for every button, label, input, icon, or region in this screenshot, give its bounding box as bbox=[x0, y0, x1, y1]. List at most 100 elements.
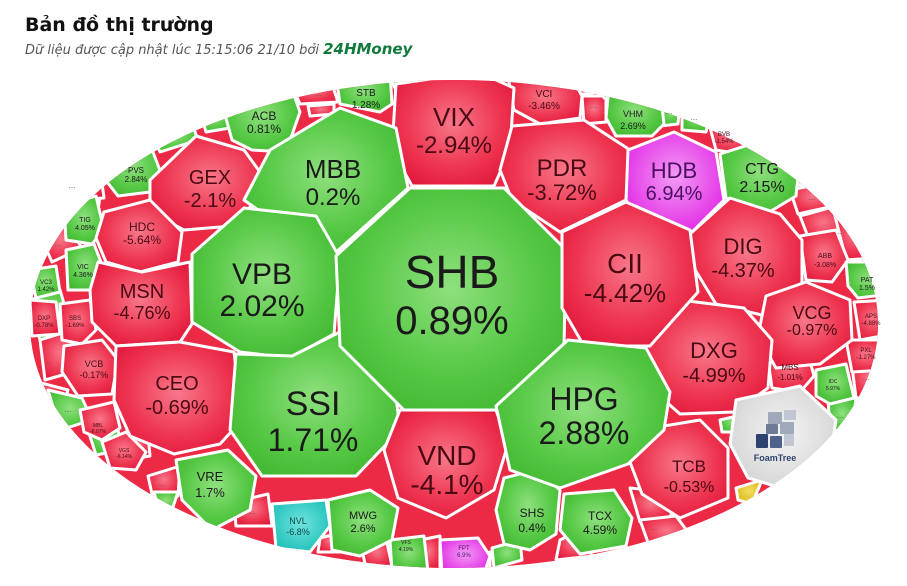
label-vfs-ticker: VFS bbox=[401, 540, 411, 546]
label-hdb-ticker: HDB bbox=[651, 158, 697, 183]
label-ctg-ticker: CTG bbox=[745, 161, 779, 178]
update-info: Dữ liệu được cập nhật lúc 15:15:06 21/10… bbox=[25, 40, 412, 58]
label-stb-ticker: STB bbox=[356, 88, 376, 99]
label-tcb-ticker: TCB bbox=[672, 457, 706, 476]
cell-mwg[interactable] bbox=[326, 488, 400, 558]
label-acb-change: 0.81% bbox=[247, 122, 281, 136]
label-tig-ticker: TIG bbox=[79, 217, 91, 224]
label-vci-ticker: VCI bbox=[536, 89, 553, 100]
collapsed-label: ... bbox=[863, 373, 870, 382]
label-dxp-ticker: DXP bbox=[38, 316, 50, 322]
collapsed-label: ... bbox=[651, 523, 658, 532]
cell-ceo[interactable] bbox=[112, 340, 244, 456]
cell-collapsed[interactable] bbox=[598, 82, 642, 102]
label-tcb-change: -0.53% bbox=[664, 479, 715, 496]
cell-hpg[interactable] bbox=[494, 338, 672, 490]
label-mbb-change: 0.2% bbox=[306, 184, 361, 211]
label-bvb-ticker: BVB bbox=[718, 132, 730, 138]
label-idc-ticker: IDC bbox=[829, 379, 838, 385]
cell-tcx[interactable] bbox=[558, 488, 634, 556]
label-ssi-ticker: SSI bbox=[286, 385, 341, 423]
label-vci-change: -3.46% bbox=[528, 101, 560, 112]
cell-collapsed[interactable] bbox=[580, 94, 608, 126]
label-hpg-ticker: HPG bbox=[549, 381, 618, 417]
cell-sbs[interactable] bbox=[58, 298, 98, 346]
label-vgs-change: -6.14% bbox=[116, 454, 132, 460]
label-vgs-ticker: VGS bbox=[119, 448, 130, 454]
label-gex-change: -2.1% bbox=[184, 190, 236, 212]
label-shs-ticker: SHS bbox=[520, 506, 545, 520]
label-vpb-ticker: VPB bbox=[232, 258, 292, 291]
label-nvl-change: -6.8% bbox=[286, 527, 310, 537]
label-hdc-ticker: HDC bbox=[129, 220, 155, 234]
label-hdb-change: 6.94% bbox=[646, 183, 703, 205]
cell-aps[interactable] bbox=[852, 298, 892, 342]
label-pvs-change: 2.84% bbox=[125, 175, 148, 184]
label-vfs-change: 4.19% bbox=[399, 547, 414, 553]
label-aps-ticker: APS bbox=[865, 314, 877, 320]
label-ssi-change: 1.71% bbox=[268, 422, 359, 458]
label-mwg-ticker: MWG bbox=[349, 510, 377, 522]
label-shs-change: 0.4% bbox=[518, 521, 546, 535]
cell-mbl[interactable] bbox=[78, 400, 122, 442]
label-vhm-change: 2.69% bbox=[620, 121, 646, 131]
label-vc3-ticker: VC3 bbox=[40, 280, 52, 286]
cell-labels: SHB 0.89% VIX -2.94% MBB 0.2% VPB 2.02% … bbox=[34, 88, 881, 559]
collapsed-labels: ... ... ... ... ... ... ... ... ... ... … bbox=[45, 89, 870, 532]
label-pdr-ticker: PDR bbox=[537, 155, 588, 182]
cell-dxp[interactable] bbox=[30, 298, 62, 338]
label-dxg-ticker: DXG bbox=[690, 338, 738, 363]
label-mbs-change: -1.01% bbox=[777, 373, 802, 382]
cell-nvl[interactable] bbox=[270, 498, 332, 554]
label-mbs-ticker: MBS bbox=[781, 363, 798, 372]
collapsed-label: ... bbox=[55, 239, 62, 248]
label-vix-change: -2.94% bbox=[416, 132, 492, 159]
cell-collapsed[interactable] bbox=[198, 102, 232, 134]
label-ctg-change: 2.15% bbox=[739, 179, 784, 196]
label-mbl-ticker: MBL bbox=[93, 423, 104, 429]
cell-vre[interactable] bbox=[174, 448, 258, 532]
cell-vcb[interactable] bbox=[60, 338, 120, 398]
label-gex-ticker: GEX bbox=[189, 167, 231, 189]
label-msn-change: -4.76% bbox=[113, 303, 170, 323]
label-vcb-ticker: VCB bbox=[85, 359, 104, 369]
label-pat-ticker: PAT bbox=[861, 277, 874, 284]
label-vnd-ticker: VND bbox=[417, 440, 476, 471]
label-dxg-change: -4.99% bbox=[682, 365, 746, 387]
cell-collapsed[interactable] bbox=[58, 166, 106, 202]
label-dig-ticker: DIG bbox=[723, 234, 762, 259]
label-vix-ticker: VIX bbox=[433, 102, 475, 132]
collapsed-label: ... bbox=[125, 165, 132, 174]
label-cii-ticker: CII bbox=[607, 248, 643, 279]
update-timestamp: Dữ liệu được cập nhật lúc 15:15:06 21/10… bbox=[25, 43, 319, 58]
cell-collapsed[interactable] bbox=[152, 490, 180, 512]
cell-tcb[interactable] bbox=[628, 418, 730, 520]
label-shb-ticker: SHB bbox=[405, 246, 500, 298]
collapsed-label: ... bbox=[666, 107, 673, 116]
label-stb-change: 1.28% bbox=[352, 100, 380, 111]
label-nvl-ticker: NVL bbox=[289, 516, 307, 526]
label-abb-change: -3.08% bbox=[814, 262, 836, 269]
header: Bản đồ thị trường Dữ liệu được cập nhật … bbox=[25, 12, 412, 58]
collapsed-label: ... bbox=[591, 101, 598, 110]
label-dig-change: -4.37% bbox=[711, 260, 775, 282]
cell-cii[interactable] bbox=[560, 200, 700, 348]
watermark-label: FoamTree bbox=[754, 453, 797, 463]
label-tcx-change: 4.59% bbox=[583, 523, 617, 537]
collapsed-label: ... bbox=[249, 507, 256, 516]
label-pxl-change: -1.27% bbox=[856, 355, 876, 361]
label-pdr-change: -3.72% bbox=[527, 180, 597, 205]
cell-fpt[interactable] bbox=[438, 536, 492, 574]
label-mbl-change: -6.07% bbox=[90, 429, 106, 435]
label-tcx-ticker: TCX bbox=[588, 509, 612, 523]
label-tig-change: 4.05% bbox=[75, 225, 95, 232]
cell-abb[interactable] bbox=[798, 228, 850, 284]
cell-vfs[interactable] bbox=[388, 534, 430, 572]
cell-vgs[interactable] bbox=[100, 430, 148, 472]
label-sbs-ticker: SBS bbox=[69, 316, 81, 322]
label-pat-change: 1.5% bbox=[859, 285, 875, 292]
label-vnd-change: -4.1% bbox=[410, 469, 483, 500]
cell-idc[interactable] bbox=[814, 362, 856, 406]
brand-link[interactable]: 24HMoney bbox=[323, 40, 413, 58]
